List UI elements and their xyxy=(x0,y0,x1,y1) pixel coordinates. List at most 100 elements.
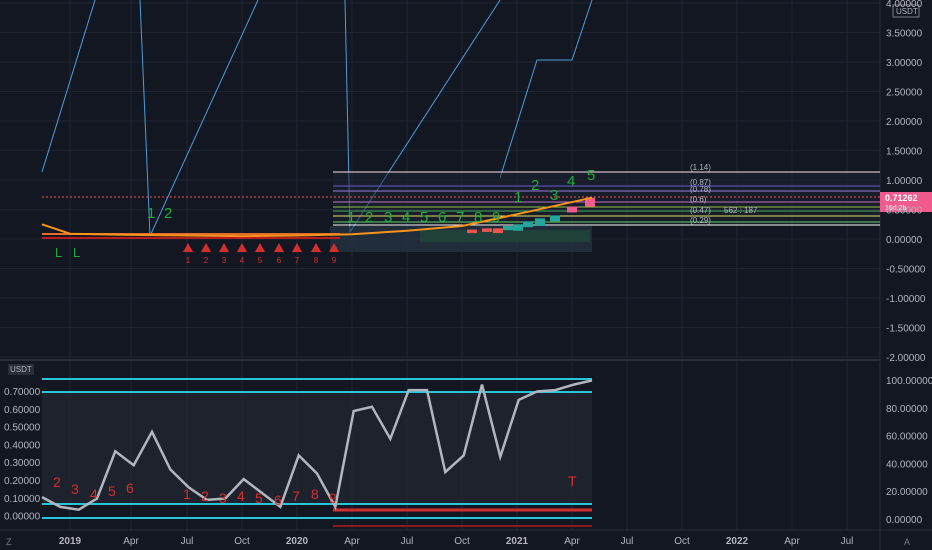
time-tick-12: 2022 xyxy=(726,536,749,547)
seq-triangle-label-6: 6 xyxy=(277,256,282,265)
osc-left-tick-1: 0.60000 xyxy=(4,405,41,416)
candle-9 xyxy=(585,197,595,207)
price-tick-8: 0.00000 xyxy=(886,235,923,246)
osc-count-1: 3 xyxy=(71,481,79,497)
candle-1 xyxy=(482,228,492,232)
osc-right-tick-3: 40.00000 xyxy=(886,459,928,470)
time-tick-7: Oct xyxy=(454,536,470,547)
fib-label-0.29: (0.29) xyxy=(690,216,711,225)
seq-count-7: 7 xyxy=(456,209,464,226)
seq-triangle-label-7: 7 xyxy=(295,256,300,265)
time-tick-9: Apr xyxy=(564,536,580,547)
price-tick-12: -2.00000 xyxy=(886,353,926,364)
seq-triangle-label-1: 1 xyxy=(186,256,191,265)
seq-count-6: 6 xyxy=(438,209,446,226)
last-price-tag: 0.71262 16d 2h xyxy=(880,192,932,212)
price-tick-2: 3.00000 xyxy=(886,58,923,69)
time-axis[interactable]: 2019 Apr Jul Oct 2020 Apr Jul Oct 2021 Apr Jul Oct 2… xyxy=(59,536,854,547)
seq-triangle-label-2: 2 xyxy=(204,256,209,265)
low-marker-2: L xyxy=(73,245,80,260)
osc-right-tick-4: 20.00000 xyxy=(886,487,928,498)
osc-count-8: 4 xyxy=(237,488,245,504)
wave-count-2b: 2 xyxy=(531,177,539,194)
candle-5 xyxy=(523,221,533,228)
seq-count-4: 4 xyxy=(402,209,410,226)
osc-fill xyxy=(42,392,592,504)
candles xyxy=(467,197,595,234)
osc-left-tick-7: 0.00000 xyxy=(4,512,41,523)
seq-triangle-2 xyxy=(201,243,211,252)
seq-triangle-label-3: 3 xyxy=(222,256,227,265)
osc-count-10: 6 xyxy=(274,492,282,508)
osc-count-13: 9 xyxy=(329,490,337,506)
blue-line-2 xyxy=(139,0,259,237)
price-tick-10: -1.00000 xyxy=(886,294,926,305)
seq-triangle-7 xyxy=(292,243,302,252)
osc-count-6: 2 xyxy=(201,488,209,504)
time-tick-1: Apr xyxy=(123,536,139,547)
price-tick-5: 1.50000 xyxy=(886,147,923,158)
seq-triangle-3 xyxy=(219,243,229,252)
low-marker-1: L xyxy=(55,245,62,260)
osc-right-tick-0: 100.00000 xyxy=(886,376,932,387)
price-tick-3: 2.50000 xyxy=(886,88,923,99)
osc-count-2: 4 xyxy=(90,486,98,502)
price-tick-6: 1.00000 xyxy=(886,176,923,187)
currency-tag xyxy=(892,4,920,18)
osc-right-axis[interactable]: 100.00000 80.00000 60.00000 40.00000 20.0000… xyxy=(886,376,932,526)
osc-count-9: 5 xyxy=(255,490,263,506)
fib-label-0.47: (0.47) xyxy=(690,206,711,215)
svg-text:0.71262: 0.71262 xyxy=(885,193,918,203)
osc-count-0: 2 xyxy=(53,474,61,490)
seq-count-5: 5 xyxy=(420,209,428,226)
candle-8 xyxy=(567,206,577,213)
oscillator-line xyxy=(41,379,593,512)
wave-count-1a: 1 xyxy=(147,205,155,222)
seq-triangle-label-5: 5 xyxy=(258,256,263,265)
candle-3 xyxy=(503,226,513,231)
time-tick-4: 2020 xyxy=(286,536,309,547)
seq-triangle-9 xyxy=(329,243,339,252)
candle-6 xyxy=(535,218,545,227)
fib-label-0.87: (0.87) xyxy=(690,178,711,187)
osc-left-tick-0: 0.70000 xyxy=(4,387,41,398)
seq-count-1: 1 xyxy=(347,209,355,226)
osc-count-12: 8 xyxy=(311,486,319,502)
fib-label-1.14: (1.14) xyxy=(690,163,711,172)
osc-right-tick-2: 60.00000 xyxy=(886,432,928,443)
osc-currency-label: USDT xyxy=(10,365,32,374)
seq-count-2: 2 xyxy=(365,209,373,226)
fib-label-0.6: (0.6) xyxy=(690,195,707,204)
seq-triangle-5 xyxy=(255,243,265,252)
volume-area xyxy=(330,226,592,252)
candle-7 xyxy=(550,215,560,222)
auto-scale-button[interactable]: A xyxy=(904,537,910,547)
osc-left-tick-6: 0.10000 xyxy=(4,494,41,505)
price-tick-1: 3.50000 xyxy=(886,29,923,40)
time-tick-11: Oct xyxy=(674,536,690,547)
osc-count-4: 6 xyxy=(126,480,134,496)
tz-button[interactable]: Z xyxy=(6,537,12,547)
seq-triangle-label-8: 8 xyxy=(314,256,319,265)
price-axis[interactable]: 4.00000 3.50000 3.00000 2.50000 2.00000 1.500… xyxy=(886,0,926,364)
time-tick-0: 2019 xyxy=(59,536,82,547)
sequential-markers: 1 2 3 4 5 6 7 8 9 xyxy=(183,243,339,265)
seq-triangle-1 xyxy=(183,243,193,252)
osc-right-tick-5: 0.00000 xyxy=(886,515,923,526)
blue-line-1 xyxy=(41,0,96,173)
time-tick-6: Jul xyxy=(401,536,414,547)
price-tick-4: 2.00000 xyxy=(886,117,923,128)
price-line xyxy=(41,196,593,238)
time-tick-3: Oct xyxy=(234,536,250,547)
osc-currency-tag xyxy=(8,364,34,375)
seq-triangle-label-4: 4 xyxy=(240,256,245,265)
osc-left-tick-4: 0.30000 xyxy=(4,458,41,469)
blue-line-4 xyxy=(499,0,593,179)
fib-label-0.78: (0.78) xyxy=(690,185,711,194)
candle-4 xyxy=(513,224,523,231)
fib-retracement[interactable]: (1.14) (0.87) (0.78) (0.6) (0.47) (0.29)… xyxy=(42,163,880,226)
osc-count-7: 3 xyxy=(219,490,227,506)
